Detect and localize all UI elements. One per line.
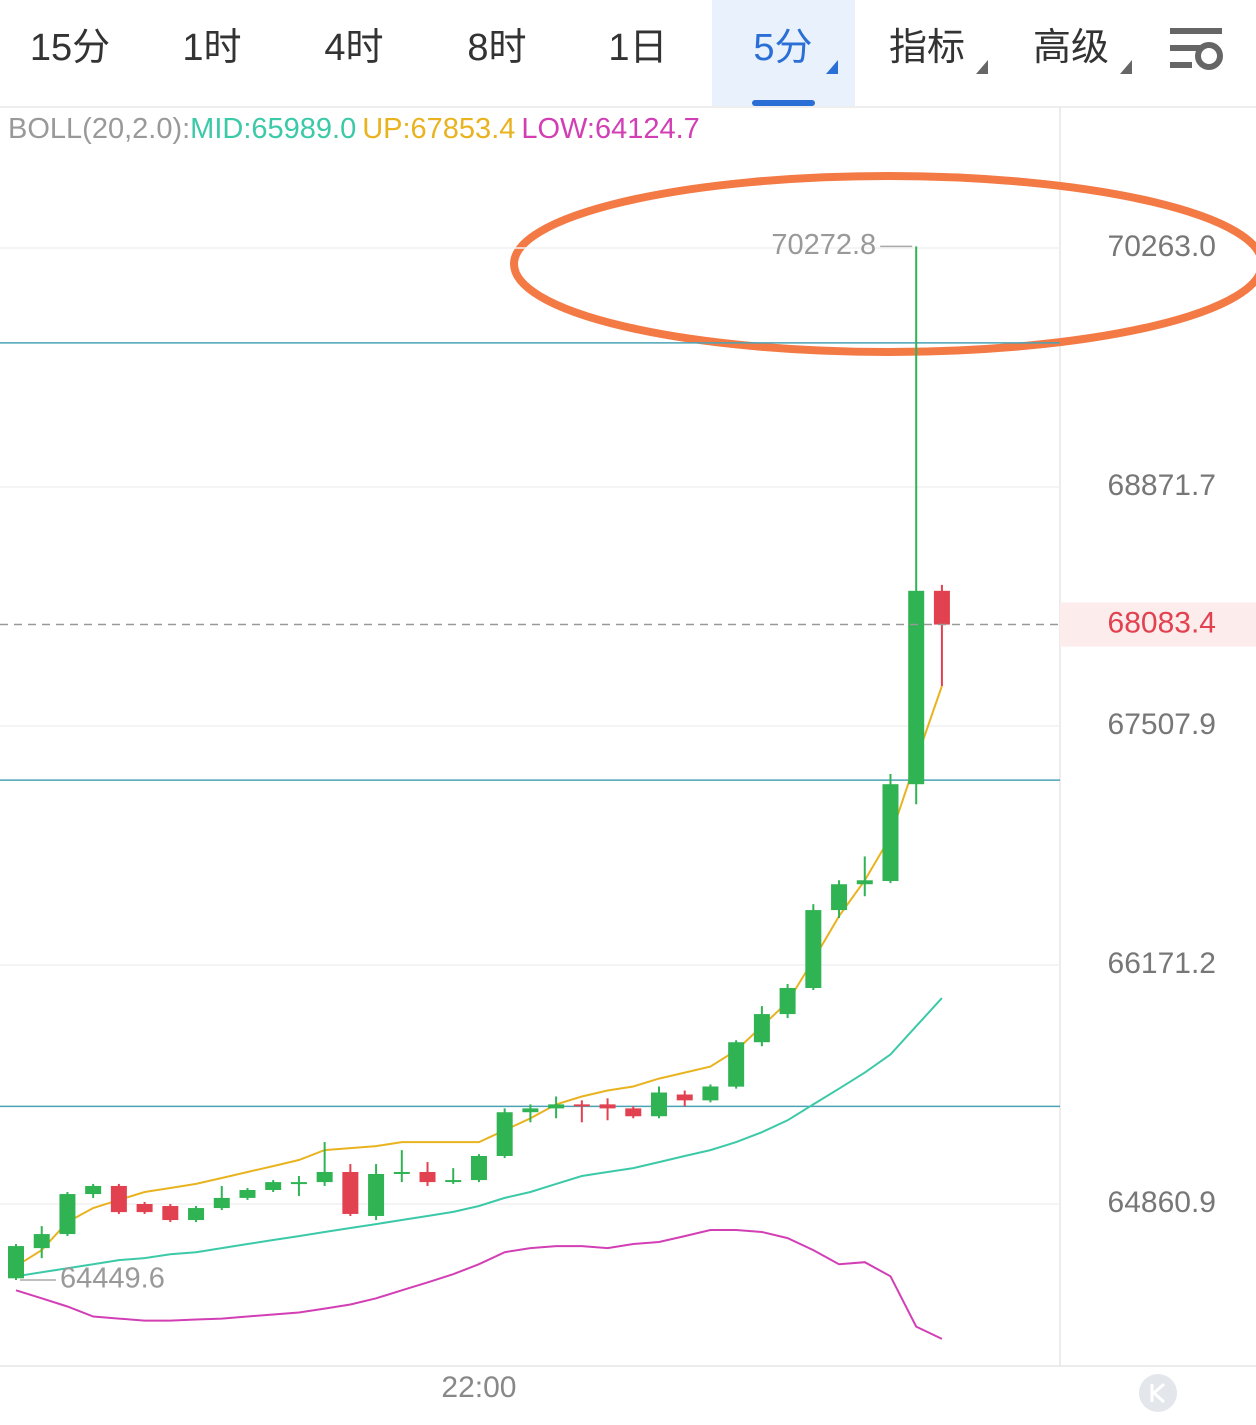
tab[interactable]: 15分 — [30, 27, 110, 69]
candle-body — [676, 1094, 693, 1101]
max-label: 70272.8 — [771, 229, 876, 261]
candle-body — [805, 910, 822, 988]
candle-body — [136, 1203, 153, 1213]
candle-body — [702, 1086, 719, 1101]
candle-body — [753, 1014, 770, 1043]
icon-bar — [1170, 28, 1222, 34]
min-label: 64449.6 — [60, 1263, 165, 1295]
candle-body — [728, 1042, 745, 1087]
tab[interactable]: 1时 — [182, 27, 241, 69]
candle-body — [831, 884, 848, 911]
tab[interactable]: 指标 — [889, 27, 965, 69]
candle-body — [213, 1197, 230, 1209]
candle-body — [933, 590, 950, 625]
dropdown-arrow — [976, 60, 988, 74]
candle-body — [110, 1185, 127, 1213]
candle-body — [59, 1194, 76, 1235]
indicator-label: BOLL(20,2.0): — [8, 113, 190, 145]
candle-body — [33, 1234, 50, 1249]
candle-body — [522, 1108, 539, 1113]
candle-body — [470, 1156, 487, 1181]
icon-bar — [1170, 62, 1192, 68]
last-price-bg — [1060, 602, 1256, 647]
candle-body — [548, 1104, 565, 1109]
y-tick-label: 66171.2 — [1108, 947, 1216, 980]
indicator-low: LOW:64124.7 — [521, 113, 699, 145]
tab[interactable]: 4时 — [324, 27, 383, 69]
candle-body — [599, 1104, 616, 1109]
candle-body — [651, 1092, 667, 1117]
tab[interactable]: 1日 — [608, 27, 667, 69]
icon-gear — [1195, 42, 1223, 70]
dropdown-arrow — [1120, 60, 1132, 74]
candle-body — [8, 1246, 24, 1279]
icon-bar — [1170, 45, 1200, 51]
settings-icon[interactable] — [1170, 28, 1223, 70]
candle-body — [342, 1171, 359, 1214]
tab[interactable]: 高级 — [1033, 27, 1109, 69]
candle-body — [316, 1171, 333, 1183]
y-tick-label: 70263.0 — [1108, 230, 1216, 263]
y-tick-label: 67507.9 — [1108, 708, 1216, 741]
y-tick-label: 68871.7 — [1108, 469, 1216, 502]
active-tab-bg — [712, 0, 855, 106]
boll-line — [15, 1229, 943, 1340]
last-price-label: 68083.4 — [1108, 606, 1216, 639]
candle-body — [573, 1104, 590, 1107]
dropdown-arrow — [826, 60, 838, 74]
tab[interactable]: 5分 — [753, 27, 812, 69]
indicator-up: UP:67853.4 — [362, 113, 515, 145]
candle-body — [162, 1206, 179, 1221]
candle-body — [908, 590, 925, 785]
candle-body — [882, 784, 899, 881]
candle-body — [265, 1182, 282, 1191]
candle-body — [188, 1208, 205, 1221]
highlight-circle — [510, 172, 1256, 356]
candle-body — [445, 1180, 462, 1183]
active-tab-underline — [752, 100, 815, 106]
candle-body — [856, 880, 873, 885]
k-button-icon — [1150, 1382, 1166, 1404]
k-button[interactable] — [1139, 1374, 1177, 1412]
candle-body — [496, 1112, 513, 1157]
y-tick-label: 64860.9 — [1108, 1186, 1216, 1219]
indicator-mid: MID:65989.0 — [190, 113, 356, 145]
boll-line — [15, 997, 943, 1278]
candle-body — [419, 1171, 436, 1183]
candle-body — [290, 1182, 307, 1185]
candle-body — [779, 987, 796, 1015]
tab[interactable]: 8时 — [467, 27, 526, 69]
candle-body — [625, 1108, 642, 1117]
indicator-header: BOLL(20,2.0):MID:65989.0 UP:67853.4 LOW:64… — [8, 113, 700, 145]
candle-body — [239, 1190, 256, 1198]
candle-body — [85, 1185, 102, 1195]
candle-body — [393, 1171, 410, 1175]
candle-body — [368, 1174, 385, 1216]
x-tick-label: 22:00 — [441, 1371, 516, 1404]
